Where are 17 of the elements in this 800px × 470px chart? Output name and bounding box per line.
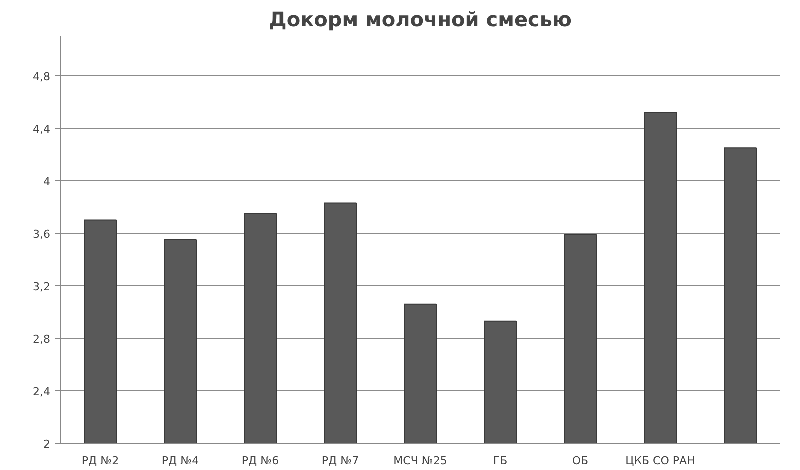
y-tick-label: 3,2 <box>33 280 51 294</box>
chart-title: Докорм молочной смесью <box>269 8 572 32</box>
x-tick-label: РД №2 <box>82 454 120 468</box>
x-tick-label: РД №6 <box>242 454 280 468</box>
x-tick-label: ОБ <box>572 454 589 468</box>
x-tick-label: РД №7 <box>322 454 360 468</box>
y-tick-label: 4 <box>44 175 50 188</box>
x-tick-label: МСЧ №25 <box>394 454 448 468</box>
y-tick-label: 2,4 <box>33 385 51 398</box>
x-tick-label: ЦКБ СО РАН <box>626 454 696 468</box>
x-tick-label: РД №4 <box>162 454 200 468</box>
y-tick-label: 4,4 <box>33 122 51 136</box>
y-tick-label: 4,8 <box>33 70 51 84</box>
y-tick-label: 3,6 <box>33 228 51 241</box>
y-tick-label: 2,8 <box>33 332 51 346</box>
x-tick-label: ГБ <box>493 454 508 468</box>
y-tick-label: 2 <box>44 438 50 451</box>
